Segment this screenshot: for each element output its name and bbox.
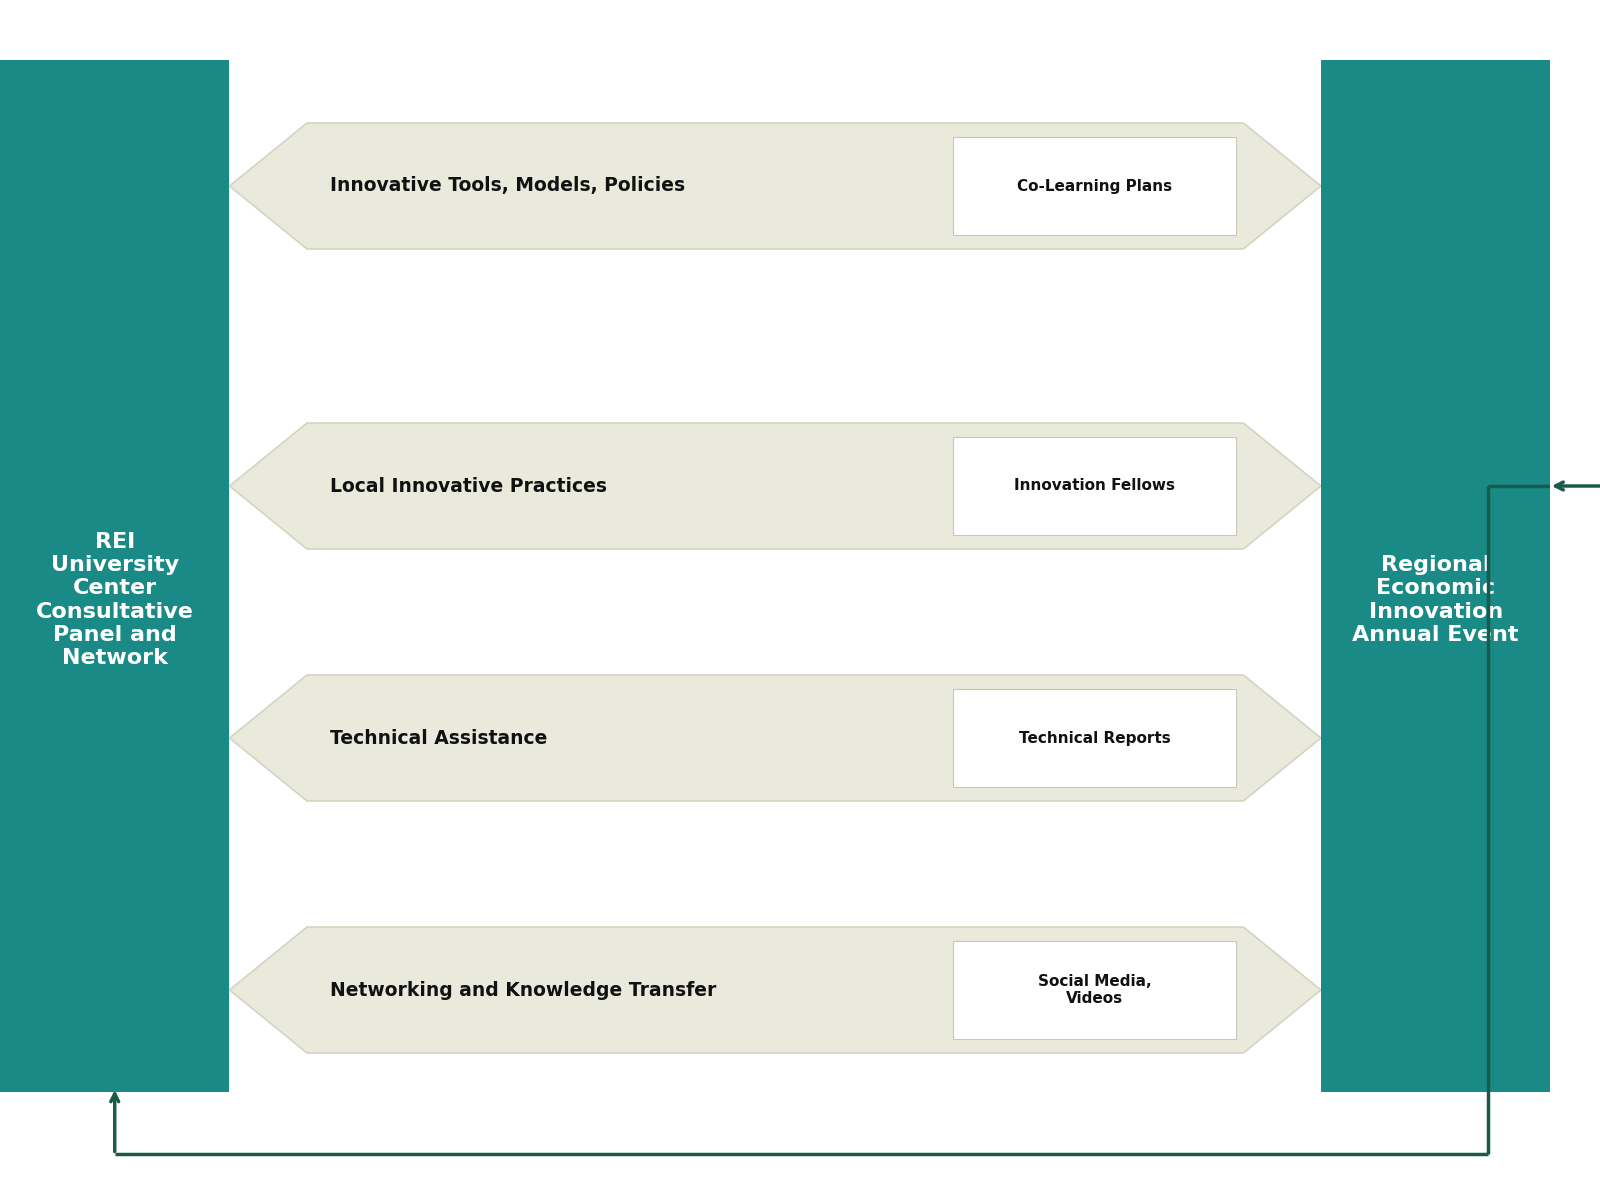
Text: Regional
Economic
Innovation
Annual Event: Regional Economic Innovation Annual Even…	[1352, 556, 1518, 644]
FancyBboxPatch shape	[954, 137, 1235, 235]
Polygon shape	[229, 122, 1322, 248]
Polygon shape	[229, 422, 1322, 550]
Text: Innovation Fellows: Innovation Fellows	[1014, 479, 1174, 493]
FancyBboxPatch shape	[954, 437, 1235, 535]
Text: Co-Learning Plans: Co-Learning Plans	[1018, 179, 1173, 193]
Text: Local Innovative Practices: Local Innovative Practices	[330, 476, 608, 496]
Text: Innovative Tools, Models, Policies: Innovative Tools, Models, Policies	[330, 176, 685, 196]
Text: REI
University
Center
Consultative
Panel and
Network: REI University Center Consultative Panel…	[35, 532, 194, 668]
Text: Networking and Knowledge Transfer: Networking and Knowledge Transfer	[330, 980, 717, 1000]
Polygon shape	[229, 674, 1322, 802]
Text: Technical Reports: Technical Reports	[1019, 731, 1170, 745]
Text: Technical Assistance: Technical Assistance	[330, 728, 547, 748]
FancyBboxPatch shape	[954, 689, 1235, 787]
Polygon shape	[229, 926, 1322, 1054]
FancyBboxPatch shape	[0, 60, 229, 1092]
FancyBboxPatch shape	[1322, 60, 1550, 1092]
Text: Social Media,
Videos: Social Media, Videos	[1038, 974, 1152, 1006]
FancyBboxPatch shape	[954, 941, 1235, 1039]
